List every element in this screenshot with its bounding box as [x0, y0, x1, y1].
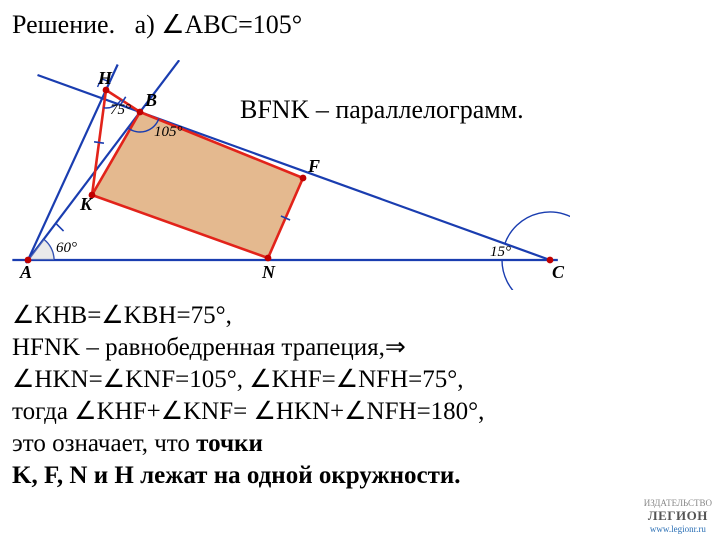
label-part: а) — [135, 10, 155, 39]
svg-text:A: A — [19, 262, 32, 282]
logo-url: www.legionr.ru — [644, 524, 712, 534]
svg-text:H: H — [97, 68, 113, 88]
proof-line-1: ∠KHB=∠KBH=75°, — [12, 300, 484, 332]
logo-brand: ЛЕГИОН — [644, 509, 712, 524]
solution-header: Решение. а) ∠ABC=105° — [12, 10, 302, 40]
proof-line-6: K, F, N и H лежат на одной окружности. — [12, 460, 484, 492]
publisher-logo: ИЗДАТЕЛЬСТВО ЛЕГИОН www.legionr.ru — [644, 498, 712, 534]
svg-text:15°: 15° — [490, 244, 511, 260]
angle-abc: ∠ABC=105° — [161, 10, 302, 39]
proof-line-2: HFNK – равнобедренная трапеция,⇒ — [12, 332, 484, 364]
label-solution: Решение. — [12, 10, 115, 39]
svg-text:K: K — [79, 194, 94, 214]
svg-text:N: N — [261, 262, 276, 282]
proof-text: ∠KHB=∠KBH=75°, HFNK – равнобедренная тра… — [12, 300, 484, 492]
proof-line-5: это означает, что точки — [12, 428, 484, 460]
geometry-diagram: 60° 75° 105° 15° A C B H K N F — [10, 60, 570, 290]
svg-text:B: B — [144, 90, 157, 110]
svg-text:60°: 60° — [56, 240, 77, 256]
proof-line-3: ∠HKN=∠KNF=105°, ∠KHF=∠NFH=75°, — [12, 364, 484, 396]
svg-text:75°: 75° — [110, 102, 131, 118]
svg-text:F: F — [307, 156, 320, 176]
proof-line-4: тогда ∠KHF+∠KNF= ∠HKN+∠NFH=180°, — [12, 396, 484, 428]
svg-text:C: C — [552, 262, 565, 282]
svg-text:105°: 105° — [154, 124, 183, 140]
